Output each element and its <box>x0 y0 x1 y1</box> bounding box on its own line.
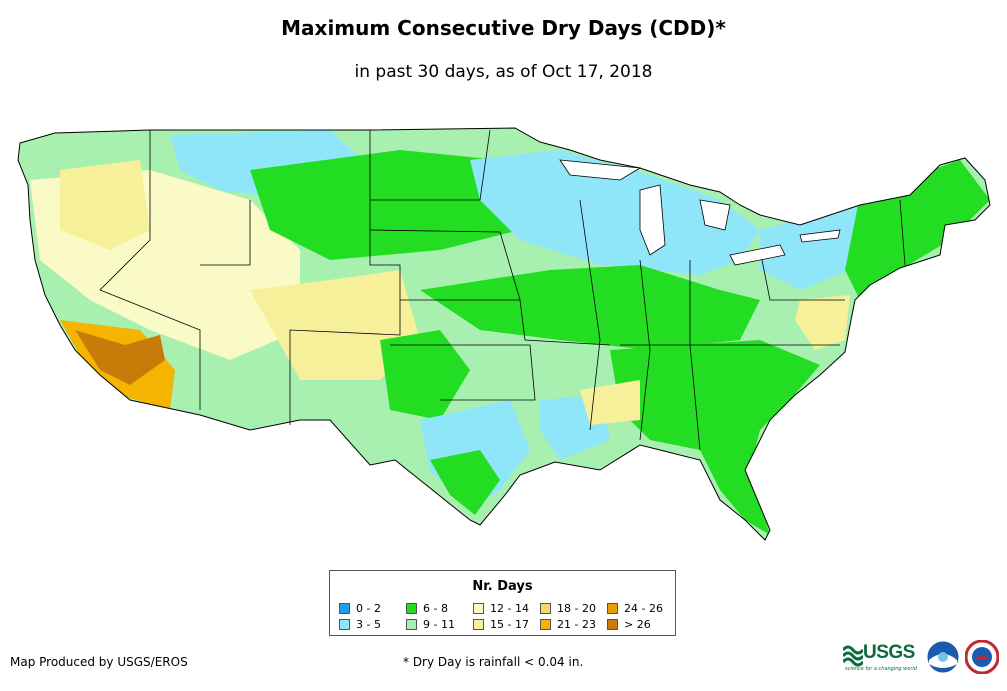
usgs-logo: USGS <box>863 642 915 663</box>
nws-logo-icon <box>965 640 999 674</box>
legend-item-3-5: 3 - 5 <box>339 618 381 631</box>
legend-swatch <box>607 603 618 614</box>
boundary-line <box>200 200 251 266</box>
legend-label: 3 - 5 <box>356 618 381 631</box>
noaa-logo-icon <box>926 640 960 674</box>
zone-15-17-mid-atlantic <box>795 295 850 350</box>
legend-label: 24 - 26 <box>624 602 663 615</box>
agency-logos: USGS science for a changing world <box>843 638 1003 678</box>
zone-6-8-south-texas <box>430 450 500 515</box>
boundary-line <box>390 344 536 401</box>
legend-swatch <box>473 619 484 630</box>
boundary-line <box>579 199 601 431</box>
legend-item-over-26: > 26 <box>607 618 651 631</box>
lake-michigan <box>639 184 666 256</box>
cdd-zones <box>30 130 990 535</box>
zone-15-17-southwest <box>250 270 420 380</box>
usgs-tagline: science for a changing world <box>845 666 917 672</box>
map-title: Maximum Consecutive Dry Days (CDD)* <box>281 16 726 40</box>
boundary-line <box>99 130 201 410</box>
legend-label: 21 - 23 <box>557 618 596 631</box>
legend-swatch <box>339 619 350 630</box>
lake-huron <box>699 199 731 231</box>
legend-item-21-23: 21 - 23 <box>540 618 596 631</box>
legend-item-18-20: 18 - 20 <box>540 602 596 615</box>
boundary-line <box>759 249 845 301</box>
state-boundaries <box>99 129 906 451</box>
legend-swatch <box>540 603 551 614</box>
legend-item-24-26: 24 - 26 <box>607 602 663 615</box>
legend-swatch <box>406 619 417 630</box>
zone-15-17-pacific-nw <box>60 160 150 250</box>
legend: Nr. Days 0 - 2 3 - 5 6 - 8 9 - 11 12 - 1… <box>329 570 676 636</box>
legend-label: 15 - 17 <box>490 618 529 631</box>
zone-3-5-great-lakes <box>470 150 760 275</box>
boundary-line <box>370 129 491 201</box>
legend-label: 18 - 20 <box>557 602 596 615</box>
conus-outline <box>17 127 991 541</box>
zone-over-26-socal <box>75 330 165 385</box>
legend-item-9-11: 9 - 11 <box>406 618 455 631</box>
zone-6-8-northern-plains <box>250 150 520 260</box>
lake-erie <box>729 244 786 266</box>
legend-label: 6 - 8 <box>423 602 448 615</box>
legend-swatch <box>607 619 618 630</box>
legend-item-0-2: 0 - 2 <box>339 602 381 615</box>
legend-swatch <box>406 603 417 614</box>
zone-6-8-new-mexico <box>380 330 470 420</box>
legend-swatch <box>339 603 350 614</box>
legend-item-6-8: 6 - 8 <box>406 602 448 615</box>
zone-15-17-mississippi <box>580 380 640 425</box>
zone-6-8-central <box>420 265 760 350</box>
legend-label: 12 - 14 <box>490 602 529 615</box>
usgs-wave-icon <box>843 645 863 667</box>
legend-item-15-17: 15 - 17 <box>473 618 529 631</box>
legend-title: Nr. Days <box>472 579 533 594</box>
map-subtitle: in past 30 days, as of Oct 17, 2018 <box>354 62 653 82</box>
legend-label: 9 - 11 <box>423 618 455 631</box>
legend-swatch <box>473 603 484 614</box>
legend-item-12-14: 12 - 14 <box>473 602 529 615</box>
map-credit: Map Produced by USGS/EROS <box>10 655 188 669</box>
legend-label: 0 - 2 <box>356 602 381 615</box>
legend-swatch <box>540 619 551 630</box>
lake-ontario <box>799 229 841 243</box>
lake-superior <box>559 159 642 181</box>
legend-label: > 26 <box>624 618 651 631</box>
zone-6-8-northeast <box>845 160 990 300</box>
zone-6-8-southeast <box>610 340 820 535</box>
boundary-line <box>639 259 651 441</box>
dry-day-footnote: * Dry Day is rainfall < 0.04 in. <box>403 655 584 669</box>
boundary-line <box>899 199 906 266</box>
